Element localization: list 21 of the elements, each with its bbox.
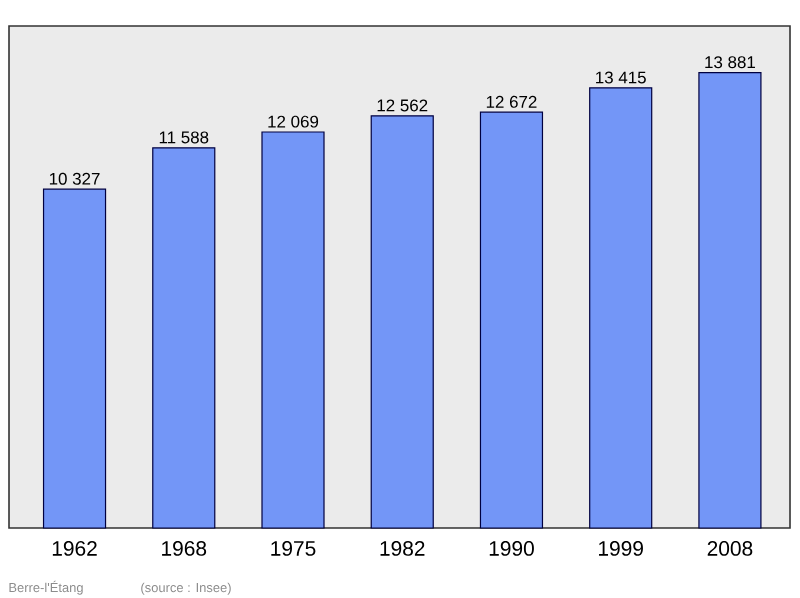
x-tick-label: 1982 bbox=[380, 541, 425, 556]
data-label: 13 881 bbox=[705, 56, 755, 69]
x-tick-label: 1962 bbox=[52, 541, 97, 556]
data-label: 12 069 bbox=[268, 115, 319, 128]
data-label: 12 562 bbox=[377, 99, 428, 112]
x-tick-label: 1999 bbox=[599, 541, 643, 556]
bar bbox=[698, 71, 762, 529]
data-label: 11 588 bbox=[159, 131, 209, 144]
x-tick-label: 2008 bbox=[707, 541, 753, 556]
bar bbox=[479, 111, 544, 529]
bar bbox=[261, 131, 325, 529]
data-label: 13 415 bbox=[596, 71, 646, 84]
bar bbox=[370, 115, 434, 529]
x-tick-label: 1968 bbox=[162, 541, 207, 556]
x-tick-label: 1990 bbox=[489, 541, 534, 556]
bar bbox=[589, 87, 653, 529]
bar bbox=[42, 188, 107, 529]
data-label: 10 327 bbox=[49, 172, 100, 185]
data-label: 12 672 bbox=[486, 95, 537, 108]
x-tick-label: 1975 bbox=[271, 541, 316, 556]
bar bbox=[152, 147, 216, 529]
